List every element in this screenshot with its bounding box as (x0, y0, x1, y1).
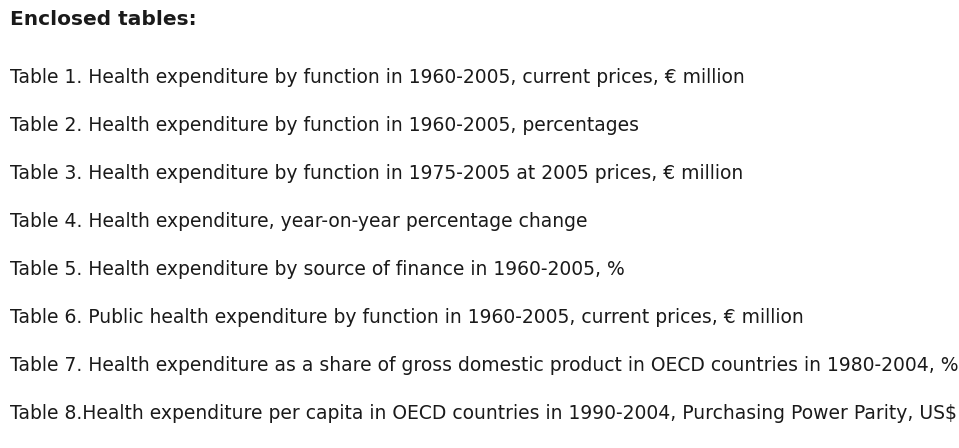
Text: Table 2. Health expenditure by function in 1960-2005, percentages: Table 2. Health expenditure by function … (10, 116, 639, 135)
Text: Table 7. Health expenditure as a share of gross domestic product in OECD countri: Table 7. Health expenditure as a share o… (10, 356, 958, 375)
Text: Table 4. Health expenditure, year-on-year percentage change: Table 4. Health expenditure, year-on-yea… (10, 212, 588, 231)
Text: Table 5. Health expenditure by source of finance in 1960-2005, %: Table 5. Health expenditure by source of… (10, 260, 624, 279)
Text: Table 1. Health expenditure by function in 1960-2005, current prices, € million: Table 1. Health expenditure by function … (10, 68, 745, 87)
Text: Enclosed tables:: Enclosed tables: (10, 10, 197, 29)
Text: Table 8.Health expenditure per capita in OECD countries in 1990-2004, Purchasing: Table 8.Health expenditure per capita in… (10, 404, 957, 423)
Text: Table 3. Health expenditure by function in 1975-2005 at 2005 prices, € million: Table 3. Health expenditure by function … (10, 164, 743, 183)
Text: Table 6. Public health expenditure by function in 1960-2005, current prices, € m: Table 6. Public health expenditure by fu… (10, 308, 804, 327)
